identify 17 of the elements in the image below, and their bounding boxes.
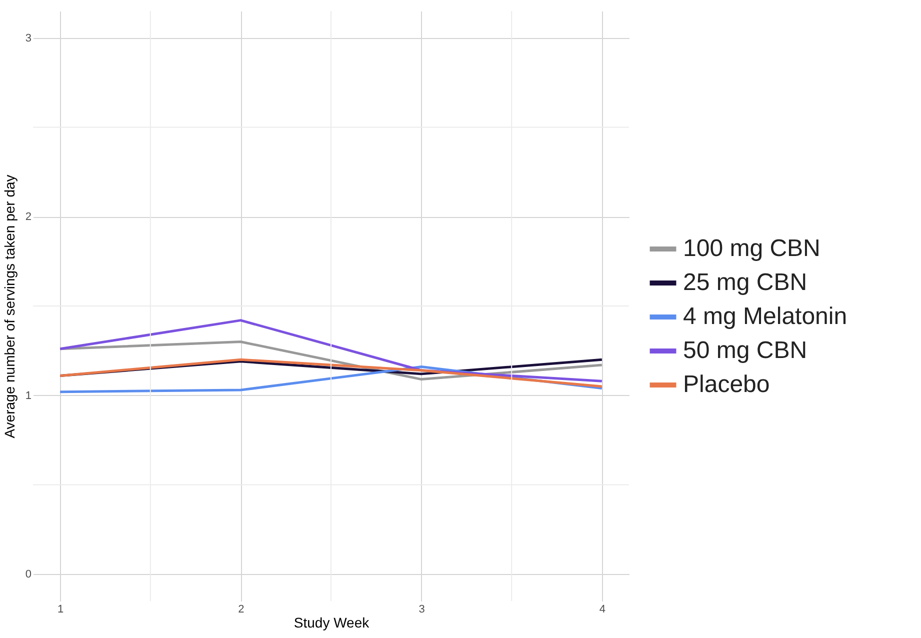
x-tick-label: 2 <box>238 604 244 616</box>
y-axis-title: Average number of servings taken per day <box>1 174 18 438</box>
x-axis-title: Study Week <box>294 614 370 630</box>
legend-label: 25 mg CBN <box>683 269 808 296</box>
legend-label: Placebo <box>683 371 770 398</box>
line-series <box>58 358 604 388</box>
y-tick-label: 1 <box>25 390 32 402</box>
legend-label: 50 mg CBN <box>683 337 808 364</box>
x-tick-label: 1 <box>58 604 64 616</box>
line-series <box>58 319 604 382</box>
y-tick-label: 3 <box>25 32 32 44</box>
legend-label: 4 mg Melatonin <box>683 303 848 330</box>
x-tick-label: 4 <box>599 604 606 616</box>
y-tick-label: 0 <box>25 568 32 581</box>
x-tick-label: 3 <box>418 604 425 616</box>
legend-label: 100 mg CBN <box>683 235 820 262</box>
y-tick-label: 2 <box>25 211 32 224</box>
